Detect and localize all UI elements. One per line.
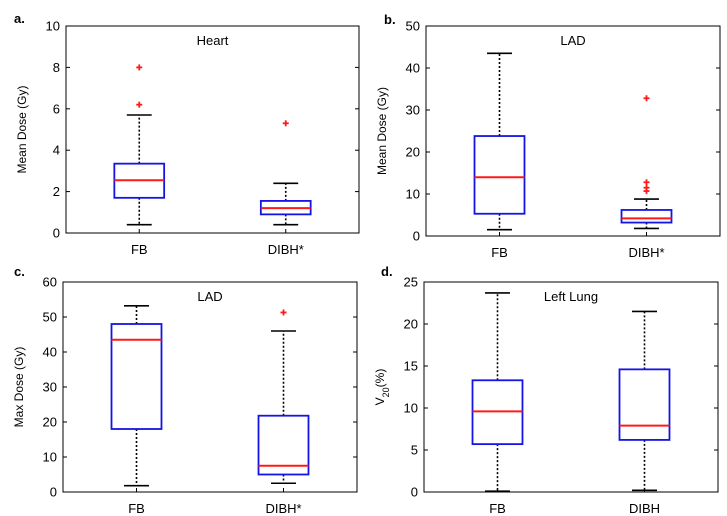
y-tick-label: 10 <box>404 401 418 416</box>
outlier-point <box>136 101 143 108</box>
x-tick-label: DIBH <box>629 501 660 516</box>
panel-title: Left Lung <box>544 289 598 304</box>
plot-area: 0 5 10 15 20 25 FB DIBH <box>404 275 719 516</box>
x-tick-label: FB <box>491 245 508 260</box>
y-tick-label: 6 <box>53 101 60 116</box>
panel-label: b. <box>384 12 396 27</box>
box-iqr <box>257 414 310 476</box>
box-iqr <box>110 323 163 430</box>
x-tick-label: DIBH* <box>628 245 664 260</box>
y-tick-label: 10 <box>46 19 60 34</box>
box-iqr <box>618 368 671 441</box>
y-tick-label: 40 <box>43 345 57 360</box>
y-tick-label: 10 <box>43 450 57 465</box>
outlier-point <box>282 120 289 127</box>
x-tick-label: DIBH* <box>265 501 301 516</box>
y-tick-label: 0 <box>413 229 420 244</box>
y-tick-label: 2 <box>53 184 60 199</box>
y-tick-label: 0 <box>50 485 57 500</box>
y-tick-label: 40 <box>406 61 420 76</box>
y-tick-label: 0 <box>53 226 60 241</box>
y-axis-label-after: (%) <box>373 369 387 388</box>
y-tick-label: 20 <box>406 145 420 160</box>
panel-title: Heart <box>197 33 229 48</box>
y-tick-label: 30 <box>43 380 57 395</box>
y-tick-label: 20 <box>404 317 418 332</box>
box-iqr <box>620 209 673 224</box>
y-axis-label: Mean Dose (Gy) <box>15 85 29 173</box>
y-axis-label: Max Dose (Gy) <box>12 347 26 428</box>
y-tick-label: 25 <box>404 275 418 290</box>
y-tick-label: 60 <box>43 275 57 290</box>
x-tick-label: FB <box>489 501 506 516</box>
x-tick-label: FB <box>128 501 145 516</box>
panel-label: d. <box>381 264 393 279</box>
panel-c: c. LAD Max Dose (Gy) 0 10 20 30 40 50 60 FB DIBH… <box>12 264 358 516</box>
outlier-point <box>643 95 650 102</box>
y-tick-label: 4 <box>53 143 60 158</box>
y-axis-label: Mean Dose (Gy) <box>375 87 389 175</box>
outlier-point <box>280 309 287 316</box>
y-axis-label-main: V <box>373 397 387 405</box>
axes-frame <box>423 281 719 493</box>
x-tick-label: DIBH* <box>268 242 304 257</box>
y-tick-label: 10 <box>406 187 420 202</box>
axes-frame <box>62 281 358 493</box>
panel-label: c. <box>14 264 25 279</box>
y-axis-label-main: Max Dose (Gy) <box>12 347 26 428</box>
panel-title: LAD <box>197 289 222 304</box>
y-tick-label: 5 <box>411 443 418 458</box>
y-tick-label: 8 <box>53 60 60 75</box>
y-tick-label: 20 <box>43 415 57 430</box>
y-tick-label: 50 <box>406 19 420 34</box>
plot-area: 0 2 4 6 8 10 FB DIBH* <box>46 19 360 257</box>
x-tick-label: FB <box>131 242 148 257</box>
outlier-point <box>643 179 650 186</box>
axes-frame <box>65 25 360 234</box>
y-axis-label-sub: 20 <box>381 387 391 397</box>
outlier-point <box>136 64 143 71</box>
y-axis-label-main: Mean Dose (Gy) <box>375 87 389 175</box>
y-tick-label: 15 <box>404 359 418 374</box>
panel-a: a. Heart Mean Dose (Gy) 0 2 4 6 8 10 FB DIBH* <box>14 11 360 257</box>
plot-area: 0 10 20 30 40 50 FB DIBH* <box>406 19 721 260</box>
panel-label: a. <box>14 11 25 26</box>
y-tick-label: 0 <box>411 485 418 500</box>
y-axis-label-main: Mean Dose (Gy) <box>15 85 29 173</box>
y-tick-label: 50 <box>43 310 57 325</box>
y-axis-label: V20(%) <box>373 369 391 406</box>
box-iqr <box>473 135 526 215</box>
panel-title: LAD <box>560 33 585 48</box>
outlier-point <box>643 188 650 195</box>
y-tick-label: 30 <box>406 103 420 118</box>
axes-frame <box>425 25 721 237</box>
plot-area: 0 10 20 30 40 50 60 FB DIBH* <box>43 275 358 516</box>
panel-b: b. LAD Mean Dose (Gy) 0 10 20 30 40 50 FB DIBH* <box>375 12 721 260</box>
